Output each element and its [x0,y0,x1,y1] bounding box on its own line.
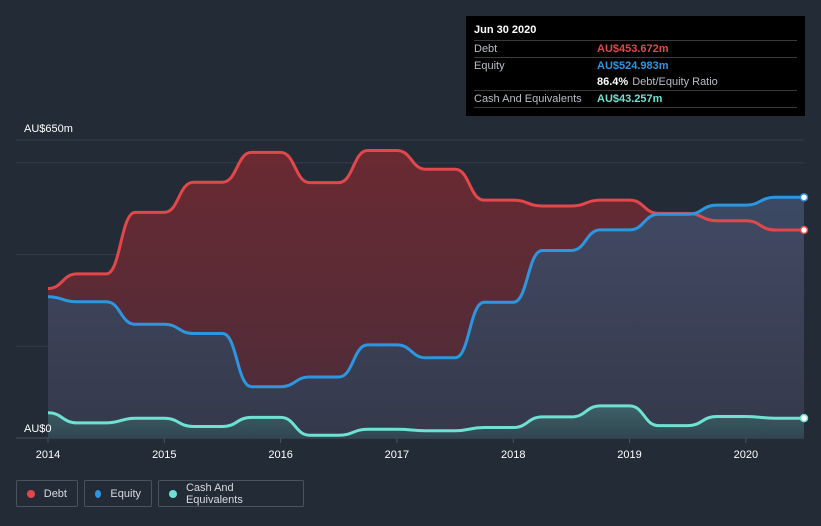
legend-equity-dot [95,489,102,498]
x-tick-label-2014: 2014 [36,449,60,461]
legend-cash-dot [169,489,177,498]
data-tooltip: Jun 30 2020 Debt AU$453.672m Equity AU$5… [466,16,805,116]
y-axis-bottom-label: AU$0 [24,423,52,435]
tooltip-value-debt: AU$453.672m [597,43,669,55]
series-areas [48,150,804,438]
end-marker-equity [799,193,809,202]
legend-debt-button[interactable]: Debt [16,480,78,507]
legend-debt-dot [27,489,35,498]
end-marker-cash-and-equivalents [799,413,809,423]
tooltip-label-cash: Cash And Equivalents [474,93,582,105]
x-axis-ticks: 2014 2015 2016 2017 2018 2019 2020 [36,438,758,461]
area-cash-and-equivalents [48,405,804,438]
tooltip-label-debt: Debt [474,43,498,55]
tooltip-label-equity: Equity [474,60,505,72]
legend-cash-button[interactable]: Cash And Equivalents [158,480,304,507]
tooltip-date: Jun 30 2020 [474,23,797,41]
series-lines [47,149,804,437]
tooltip-row-equity: Equity AU$524.983m [474,58,797,74]
x-tick-label-2020: 2020 [734,449,758,461]
line-cash-and-equivalents [47,404,804,437]
x-tick-label-2017: 2017 [385,449,409,461]
end-marker-debt [799,225,809,235]
tooltip-value-equity: AU$524.983m [597,60,669,72]
tooltip-row-debt: Debt AU$453.672m [474,41,797,58]
x-tick-label-2015: 2015 [152,449,176,461]
tooltip-ratio-value: 86.4% [597,76,629,88]
legend-equity-button[interactable]: Equity [84,480,152,507]
series-end-markers [799,193,809,423]
legend-equity-label: Equity [110,487,141,500]
legend-cash-label: Cash And Equivalents [185,481,243,506]
y-axis-top-label: AU$650m [24,123,73,135]
tooltip-ratio-label: Debt/Equity Ratio [632,76,718,88]
x-tick-label-2016: 2016 [268,449,292,461]
legend-debt-label: Debt [43,487,67,500]
x-tick-label-2019: 2019 [617,449,641,461]
line-equity [47,195,804,389]
tooltip-value-cash: AU$43.257m [597,93,663,105]
tooltip-row-ratio: 86.4% Debt/Equity Ratio [474,74,797,91]
area-equity [48,197,804,438]
tooltip-row-cash: Cash And Equivalents AU$43.257m [474,91,797,108]
x-tick-label-2018: 2018 [501,449,525,461]
